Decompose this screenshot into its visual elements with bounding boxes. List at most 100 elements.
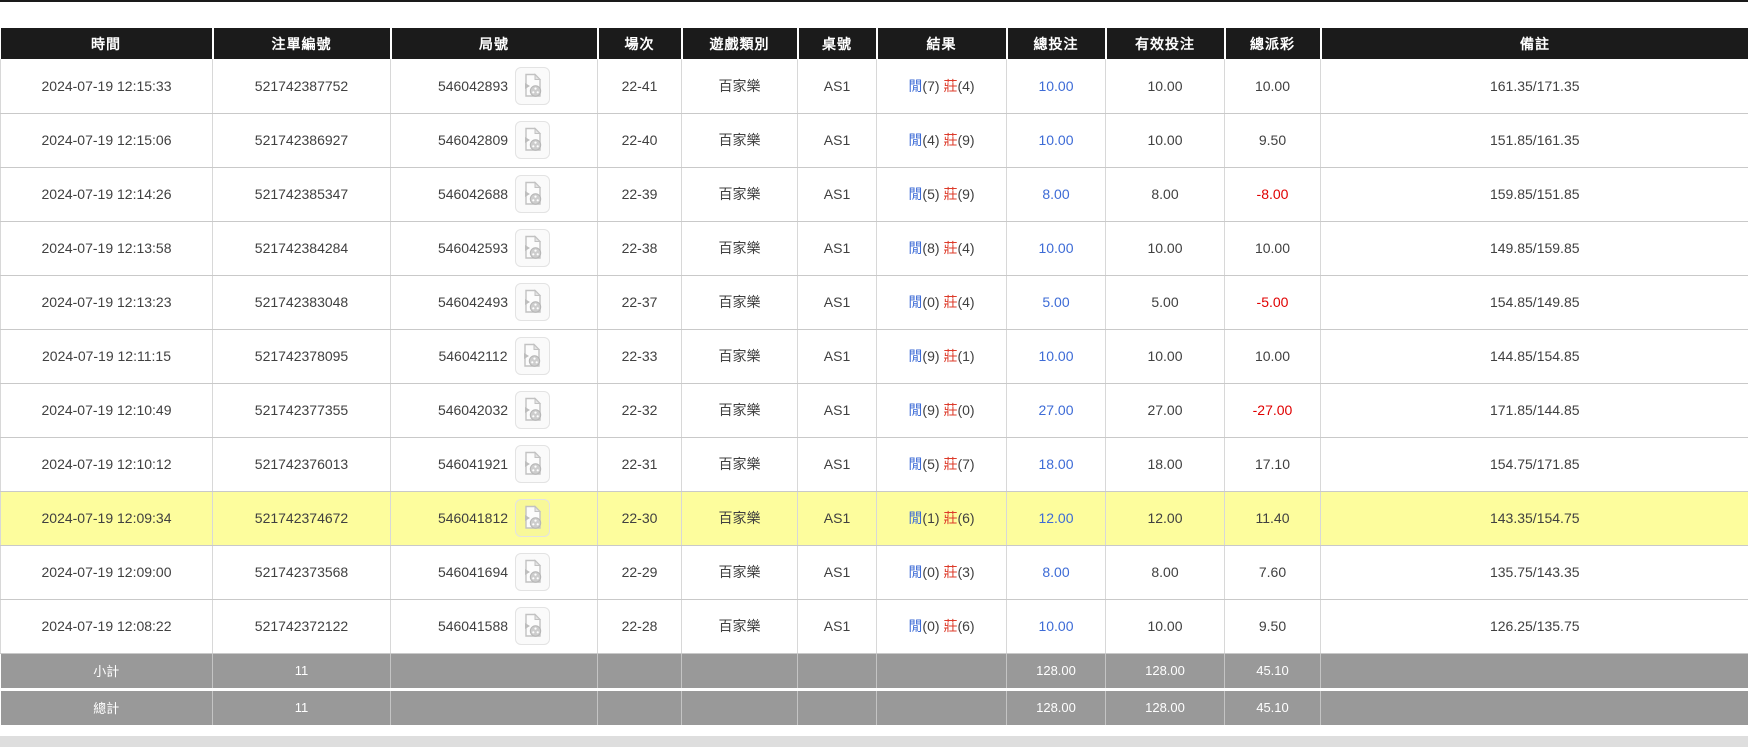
banker-score: (9): [957, 186, 975, 202]
banker-result-label: 莊: [943, 294, 958, 310]
session-cell: 22-39: [597, 167, 682, 222]
round-id-value: 546042593: [437, 240, 509, 256]
video-replay-button[interactable]: [514, 337, 550, 375]
remark-cell: 126.25/135.75: [1320, 599, 1748, 654]
bet-record-row[interactable]: 2024-07-19 12:13:23 521742383048 5460424…: [0, 275, 1748, 330]
session-cell: 22-41: [597, 59, 682, 114]
time-cell: 2024-07-19 12:10:49: [0, 383, 213, 438]
table-no-cell: AS1: [797, 545, 877, 600]
video-replay-button[interactable]: [515, 445, 551, 483]
total-bet-cell: 10.00: [1006, 59, 1106, 114]
total-bet-cell: 10.00: [1006, 599, 1106, 654]
col-header-total-bet: 總投注: [1006, 28, 1107, 59]
player-result-label: 閒: [908, 77, 923, 94]
table-header: 時間 注單編號 局號 場次 遊戲類別 桌號 結果 總投注 有效投注 總派彩 備註: [0, 28, 1748, 59]
video-replay-button[interactable]: [515, 553, 551, 591]
horizontal-scrollbar[interactable]: [0, 736, 1748, 747]
grand-total-valid-bet: 128.00: [1105, 689, 1225, 725]
table-no-cell: AS1: [797, 59, 877, 114]
player-score: (4): [922, 132, 940, 148]
game-type-cell: 百家樂: [681, 221, 798, 276]
round-id-cell: 546042688: [390, 167, 598, 222]
bet-record-row[interactable]: 2024-07-19 12:10:12 521742376013 5460419…: [0, 437, 1748, 492]
grand-total-total-payout: 45.10: [1224, 689, 1321, 725]
bet-record-row[interactable]: 2024-07-19 12:15:06 521742386927 5460428…: [0, 113, 1748, 168]
banker-result-label: 莊: [943, 564, 958, 580]
game-type-cell: 百家樂: [681, 167, 798, 222]
game-type-cell: 百家樂: [681, 275, 798, 330]
time-cell: 2024-07-19 12:09:34: [0, 491, 213, 546]
player-score: (0): [922, 618, 940, 634]
video-replay-button[interactable]: [515, 391, 551, 429]
bet-record-row[interactable]: 2024-07-19 12:09:00 521742373568 5460416…: [0, 545, 1748, 600]
player-score: (9): [922, 348, 940, 364]
table-no-cell: AS1: [797, 167, 877, 222]
video-replay-icon: [524, 73, 541, 97]
result-cell: 閒(0) 莊(3): [876, 545, 1007, 600]
time-cell: 2024-07-19 12:13:58: [0, 221, 213, 276]
round-id-cell: 546041921: [390, 437, 598, 492]
header-row: 時間 注單編號 局號 場次 遊戲類別 桌號 結果 總投注 有效投注 總派彩 備註: [0, 28, 1748, 59]
video-replay-button[interactable]: [515, 607, 551, 645]
video-replay-button[interactable]: [515, 499, 551, 537]
session-cell: 22-31: [597, 437, 682, 492]
grand-total-count: 11: [212, 689, 391, 725]
grand-total-label: 總計: [0, 689, 213, 725]
player-score: (7): [922, 77, 940, 94]
round-id-cell: 546042493: [390, 275, 598, 330]
banker-score: (1): [957, 348, 975, 364]
session-cell: 22-32: [597, 383, 682, 438]
valid-bet-cell: 10.00: [1105, 221, 1225, 276]
round-id-value: 546042032: [437, 402, 509, 418]
col-header-table-no: 桌號: [797, 28, 878, 59]
total-payout-cell: 10.00: [1224, 59, 1321, 114]
bet-id-cell: 521742373568: [212, 545, 391, 600]
subtotal-row: 小計 11 128.00 128.00 45.10: [0, 653, 1748, 691]
total-payout-cell: 11.40: [1224, 491, 1321, 546]
round-id-cell: 546041588: [390, 599, 598, 654]
remark-cell: 135.75/143.35: [1320, 545, 1748, 600]
round-id-cell: 546042032: [390, 383, 598, 438]
video-replay-button[interactable]: [515, 229, 551, 267]
session-cell: 22-33: [597, 329, 682, 384]
banker-score: (4): [957, 240, 975, 256]
bet-record-row[interactable]: 2024-07-19 12:09:34 521742374672 5460418…: [0, 491, 1748, 546]
result-cell: 閒(1) 莊(6): [876, 491, 1007, 546]
total-payout-cell: -27.00: [1224, 383, 1321, 438]
subtotal-total-payout: 45.10: [1224, 653, 1321, 691]
player-score: (1): [922, 510, 940, 526]
total-bet-cell: 12.00: [1006, 491, 1106, 546]
banker-result-label: 莊: [943, 186, 958, 202]
video-replay-button[interactable]: [515, 175, 551, 213]
total-payout-cell: 7.60: [1224, 545, 1321, 600]
game-type-cell: 百家樂: [681, 59, 798, 114]
bet-record-row[interactable]: 2024-07-19 12:08:22 521742372122 5460415…: [0, 599, 1748, 654]
table-body: 2024-07-19 12:15:33 521742387752 5460428…: [0, 59, 1748, 654]
table-no-cell: AS1: [797, 275, 877, 330]
round-id-value: 546041921: [437, 456, 509, 472]
banker-score: (7): [957, 456, 975, 472]
video-replay-button[interactable]: [515, 66, 551, 105]
session-cell: 22-38: [597, 221, 682, 276]
round-id-value: 546042112: [438, 348, 508, 364]
bet-record-row[interactable]: 2024-07-19 12:13:58 521742384284 5460425…: [0, 221, 1748, 276]
video-replay-button[interactable]: [515, 121, 551, 159]
table-no-cell: AS1: [797, 491, 877, 546]
game-type-cell: 百家樂: [681, 383, 798, 438]
bet-id-cell: 521742387752: [212, 59, 391, 114]
bet-record-row[interactable]: 2024-07-19 12:10:49 521742377355 5460420…: [0, 383, 1748, 438]
total-payout-cell: 10.00: [1224, 329, 1321, 384]
valid-bet-cell: 18.00: [1105, 437, 1225, 492]
valid-bet-cell: 12.00: [1105, 491, 1225, 546]
video-replay-icon: [524, 505, 541, 529]
video-replay-button[interactable]: [515, 283, 551, 321]
video-replay-icon: [524, 289, 541, 313]
bet-record-row[interactable]: 2024-07-19 12:15:33 521742387752 5460428…: [0, 59, 1748, 114]
remark-cell: 154.75/171.85: [1320, 437, 1748, 492]
bet-record-row[interactable]: 2024-07-19 12:11:15 521742378095 5460421…: [0, 329, 1748, 384]
bet-record-row[interactable]: 2024-07-19 12:14:26 521742385347 5460426…: [0, 167, 1748, 222]
session-cell: 22-28: [597, 599, 682, 654]
banker-score: (0): [957, 402, 975, 418]
video-replay-icon: [524, 343, 541, 367]
